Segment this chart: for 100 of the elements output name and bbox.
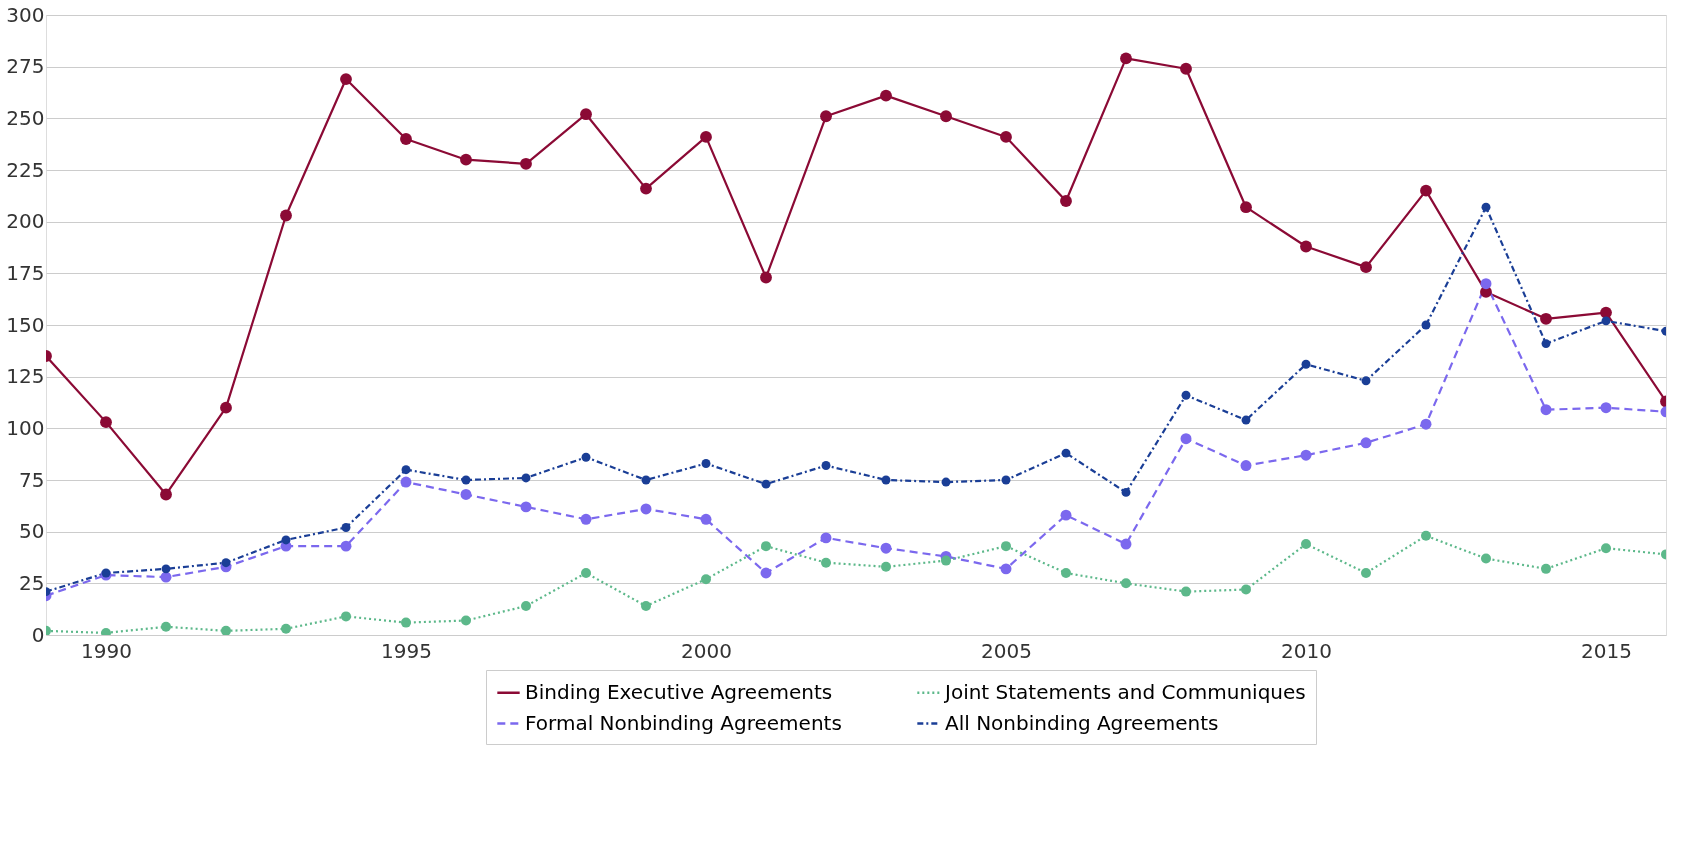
point [520, 157, 532, 170]
point [1001, 541, 1011, 552]
point [1241, 415, 1251, 425]
point [281, 535, 291, 545]
point [1421, 320, 1431, 330]
point [820, 532, 832, 544]
point [641, 601, 651, 612]
point [1240, 460, 1252, 471]
point [760, 567, 772, 579]
point [1121, 487, 1131, 497]
y-tick-label: 25 [19, 570, 45, 595]
point [1541, 563, 1551, 574]
y-tick-label: 225 [6, 157, 45, 182]
point [160, 488, 172, 501]
point [760, 271, 772, 284]
point [1600, 402, 1612, 414]
x-tick-label: 1995 [381, 638, 432, 663]
point [1420, 418, 1432, 430]
point [1481, 202, 1491, 212]
point [400, 133, 412, 145]
point [221, 625, 231, 635]
point [881, 561, 891, 572]
legend-label: Joint Statements and Communiques [943, 679, 1306, 704]
point [880, 542, 892, 554]
y-tick-label: 300 [6, 2, 45, 27]
point [821, 461, 831, 470]
point [461, 615, 471, 626]
point [1541, 339, 1551, 349]
point [580, 108, 592, 121]
point [340, 73, 352, 85]
point [1361, 376, 1371, 386]
x-tick-label: 1990 [81, 638, 132, 663]
point [280, 209, 292, 222]
point [161, 621, 171, 632]
point [1300, 240, 1312, 253]
y-tick-label: 250 [6, 105, 45, 130]
y-tick-label: 200 [6, 209, 45, 234]
point [941, 555, 951, 566]
point [341, 523, 351, 532]
point [161, 564, 171, 574]
point [1180, 433, 1192, 445]
y-tick-label: 275 [6, 54, 45, 79]
point [881, 475, 891, 485]
point [1601, 543, 1611, 554]
point [521, 601, 531, 612]
point [401, 617, 411, 628]
point [1060, 195, 1072, 207]
point [1360, 437, 1372, 449]
x-tick-label: 2010 [1281, 638, 1332, 663]
point [1180, 62, 1192, 75]
point [1120, 52, 1132, 65]
point [1540, 312, 1552, 325]
point [1240, 201, 1252, 214]
point [580, 513, 592, 525]
point [941, 477, 951, 487]
y-tick-label: 50 [19, 519, 45, 544]
y-tick-label: 150 [6, 312, 45, 337]
point [821, 557, 831, 568]
point [581, 568, 591, 578]
point [1061, 568, 1071, 578]
point [640, 182, 652, 195]
point [1421, 530, 1431, 541]
point [640, 503, 652, 515]
point [1120, 538, 1132, 550]
point [1001, 475, 1011, 485]
point [1121, 578, 1131, 589]
point [160, 571, 172, 583]
point [1360, 261, 1372, 274]
point [341, 611, 351, 622]
legend-label: Formal Nonbinding Agreements [525, 710, 842, 735]
point [521, 473, 531, 483]
legend-label: Binding Executive Agreements [525, 679, 833, 704]
point [340, 540, 352, 552]
y-tick-label: 100 [6, 415, 45, 440]
x-tick-label: 2000 [681, 638, 732, 663]
point [281, 623, 291, 634]
point [1361, 568, 1371, 578]
point [1061, 448, 1071, 458]
point [761, 479, 771, 489]
point [581, 452, 591, 462]
point [940, 110, 952, 123]
point [101, 627, 111, 635]
point [820, 110, 832, 123]
point [1301, 359, 1311, 369]
point [1420, 184, 1432, 197]
point [1481, 553, 1491, 564]
point [641, 475, 651, 485]
point [460, 153, 472, 166]
point [1060, 509, 1072, 521]
y-tick-label: 75 [19, 467, 45, 492]
point [460, 489, 472, 500]
y-tick-label: 175 [6, 260, 45, 285]
point [221, 558, 231, 568]
point [701, 459, 711, 468]
point [461, 475, 471, 485]
point [761, 541, 771, 552]
point [100, 416, 112, 429]
x-tick-label: 2015 [1581, 638, 1632, 663]
point [1000, 563, 1012, 575]
point [880, 89, 892, 102]
